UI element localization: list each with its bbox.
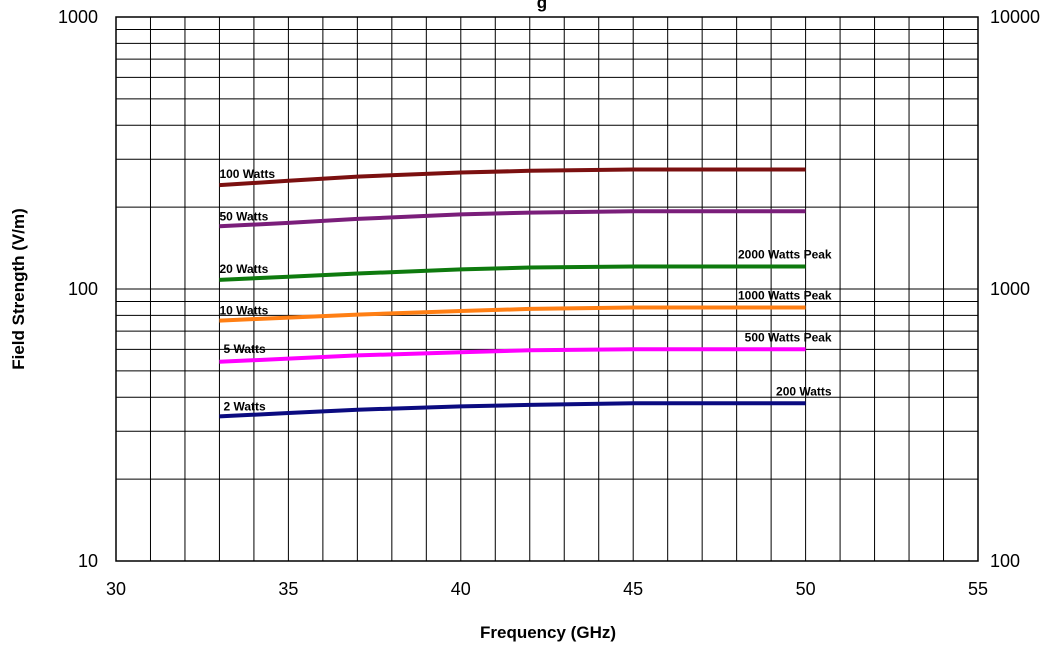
- annotations: 2000 Watts Peak 1000 Watts Peak 500 Watts …: [738, 247, 832, 398]
- x-tick-label: 35: [278, 579, 298, 599]
- y-tick-label: 100: [68, 279, 98, 299]
- y-tick-label: 10: [78, 551, 98, 571]
- x-tick-label: 45: [623, 579, 643, 599]
- x-tick-label: 40: [451, 579, 471, 599]
- y-tick-labels: 10 100 1000: [58, 7, 98, 571]
- y2-tick-label: 100: [990, 551, 1020, 571]
- series-line: [219, 264, 806, 282]
- series-line: [219, 167, 806, 188]
- y2-tick-labels: 100 1000 10000: [990, 7, 1040, 571]
- x-tick-label: 55: [968, 579, 988, 599]
- x-axis-title: Frequency (GHz): [480, 623, 616, 642]
- series-label: 10 Watts: [219, 304, 268, 318]
- series-lines: [219, 167, 806, 419]
- y2-tick-label: 10000: [990, 7, 1040, 27]
- series-label: 20 Watts: [219, 262, 268, 276]
- annotation-label: 200 Watts: [776, 384, 832, 398]
- series-line: [219, 347, 806, 364]
- y-tick-label: 1000: [58, 7, 98, 27]
- annotation-label: 2000 Watts Peak: [738, 247, 832, 261]
- series-label: 100 Watts: [219, 167, 275, 181]
- y2-tick-label: 1000: [990, 279, 1030, 299]
- series-line: [219, 401, 806, 419]
- plot-border: [115, 16, 979, 562]
- grid: [115, 16, 979, 562]
- x-tick-label: 50: [796, 579, 816, 599]
- series-labels: 100 Watts 50 Watts 20 Watts 10 Watts 5 Watts…: [219, 167, 275, 413]
- annotation-label: 1000 Watts Peak: [738, 289, 832, 303]
- x-tick-label: 30: [106, 579, 126, 599]
- annotation-label: 500 Watts Peak: [745, 330, 832, 344]
- series-line: [219, 305, 806, 323]
- series-label: 2 Watts: [223, 399, 266, 413]
- chart-title: g: [537, 0, 547, 12]
- series-label: 50 Watts: [219, 209, 268, 223]
- x-tick-labels: 30 35 40 45 50 55: [106, 579, 988, 599]
- series-label: 5 Watts: [223, 342, 266, 356]
- series-line: [219, 209, 806, 229]
- y-axis-title: Field Strength (V/m): [9, 208, 28, 370]
